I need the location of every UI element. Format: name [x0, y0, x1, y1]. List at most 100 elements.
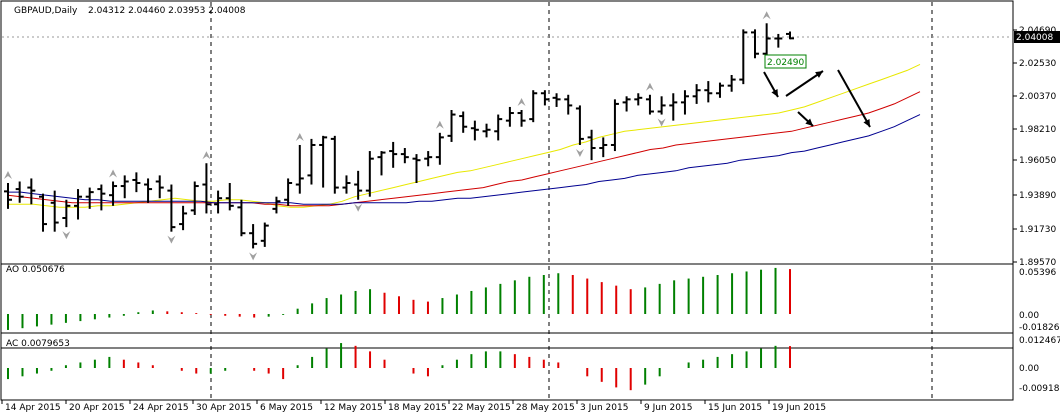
ohlc-bar — [15, 181, 24, 203]
ao-tick-label: -0.018268 — [1019, 323, 1060, 333]
axis-labels: 2.046902.025302.003701.982101.960501.938… — [1, 26, 1060, 413]
ohlc-bar — [190, 181, 199, 215]
ohlc-bar — [144, 178, 153, 203]
fractal-up-icon — [202, 151, 211, 160]
ohlc-bar — [739, 29, 748, 85]
ao-histogram — [7, 267, 791, 330]
ohlc-bar — [435, 132, 444, 165]
current-price-tag: 2.04008 — [1014, 31, 1060, 43]
ohlc-bar — [214, 190, 223, 214]
ao-tick-label: 0.05396 — [1019, 268, 1056, 278]
ohlc-bar — [599, 137, 608, 158]
ohlc-bar — [109, 181, 118, 206]
ohlc-bar — [634, 93, 643, 106]
fractal-down-icon — [167, 235, 176, 244]
arrow-down-3-icon — [837, 69, 871, 128]
ohlc-bar — [494, 114, 503, 141]
fractal-up-icon — [762, 11, 771, 20]
date-tick-label: 12 May 2015 — [324, 403, 383, 413]
date-tick-label: 9 Jun 2015 — [644, 403, 692, 413]
ao-panel-frame — [0, 347, 1014, 401]
ohlc-bar — [4, 183, 12, 209]
ohlc-bar — [669, 93, 678, 121]
price-tick-label: 2.00370 — [1019, 92, 1056, 102]
date-tick-label: 24 Apr 2015 — [133, 403, 189, 413]
ohlc-bar — [529, 90, 538, 123]
ac-tick-label: -0.009186 — [1019, 384, 1060, 394]
chart-symbol-label: GBPAUD,Daily — [14, 6, 78, 16]
current-price-label: 2.04008 — [1016, 33, 1053, 43]
price-tick-label: 1.98210 — [1019, 125, 1056, 135]
ohlc-bar — [657, 96, 666, 115]
ohlc-bar — [482, 123, 491, 138]
ohlc-bar — [27, 178, 36, 205]
moving-averages — [7, 63, 921, 208]
fractal-markers — [4, 11, 771, 261]
ohlc-bar — [167, 184, 176, 232]
panel-frames — [0, 0, 1014, 401]
ohlc-bar — [307, 138, 316, 185]
price-panel-frame — [0, 0, 1014, 349]
ac-tick-label: 0.012467 — [1019, 336, 1060, 346]
date-tick-label: 3 Jun 2015 — [580, 403, 628, 413]
ohlc-bar — [575, 105, 584, 145]
date-tick-label: 22 May 2015 — [452, 403, 511, 413]
ohlc-bar — [505, 106, 514, 127]
ohlc-bar — [39, 193, 48, 232]
ma-fast-line — [8, 63, 921, 208]
ohlc-bar — [470, 120, 479, 141]
ohlc-bar — [319, 135, 328, 188]
ma-slow-line — [8, 114, 921, 205]
fractal-down-icon — [575, 148, 584, 157]
ohlc-bar — [155, 175, 164, 199]
ohlc-bar — [610, 99, 619, 152]
ohlc-bar — [354, 170, 363, 200]
fractal-up-icon — [517, 97, 526, 106]
ohlc-bar — [552, 93, 561, 107]
ohlc-bar — [424, 151, 433, 167]
ohlc-bar — [97, 184, 106, 211]
grid — [2, 2, 1012, 400]
price-callout: 2.02490 — [764, 54, 807, 69]
price-tick-label: 1.91730 — [1019, 225, 1056, 235]
ohlc-bar — [202, 163, 211, 214]
date-tick-label: 14 Apr 2015 — [5, 403, 61, 413]
ohlc-bar — [389, 141, 398, 168]
ohlc-bar — [459, 111, 468, 133]
date-tick-label: 6 May 2015 — [260, 403, 313, 413]
fractal-down-icon — [249, 252, 258, 261]
ohlc-bar — [132, 172, 141, 193]
ma-mid-line — [7, 91, 921, 207]
fractal-up-icon — [435, 120, 444, 129]
fractal-down-icon — [62, 231, 71, 240]
date-tick-label: 15 Jun 2015 — [708, 403, 762, 413]
ohlc-bar — [120, 175, 129, 199]
ohlc-bar — [249, 224, 258, 249]
ohlc-bar — [295, 144, 304, 194]
ao-title: AO 0.050676 — [6, 265, 65, 275]
ohlc-bar — [85, 187, 94, 209]
ohlc-bar — [540, 90, 549, 106]
date-tick-label: 20 Apr 2015 — [69, 403, 125, 413]
fractal-down-icon — [354, 203, 363, 212]
ohlc-bar — [645, 94, 654, 115]
ohlc-bar — [330, 135, 339, 194]
ohlc-bar — [564, 94, 573, 115]
ohlc-bar — [74, 189, 83, 220]
ohlc-bar — [272, 196, 281, 214]
ohlc-bar — [704, 81, 713, 103]
ohlc-bar — [365, 151, 374, 197]
fractal-up-icon — [4, 171, 12, 180]
ac-tick-label: 0.00 — [1019, 364, 1039, 374]
ohlc-bar — [260, 222, 269, 247]
ohlc-bar — [377, 151, 386, 176]
arrow-down-2-icon — [797, 111, 814, 127]
date-tick-label: 28 May 2015 — [516, 403, 575, 413]
chart-ohlc-values: 2.04312 2.04460 2.03953 2.04008 — [88, 6, 246, 16]
ao-tick-label: 0.00 — [1019, 311, 1039, 321]
ohlc-bar — [517, 109, 526, 127]
fractal-down-icon — [657, 118, 666, 127]
ohlc-bars — [4, 23, 794, 249]
date-tick-label: 30 Apr 2015 — [196, 403, 252, 413]
